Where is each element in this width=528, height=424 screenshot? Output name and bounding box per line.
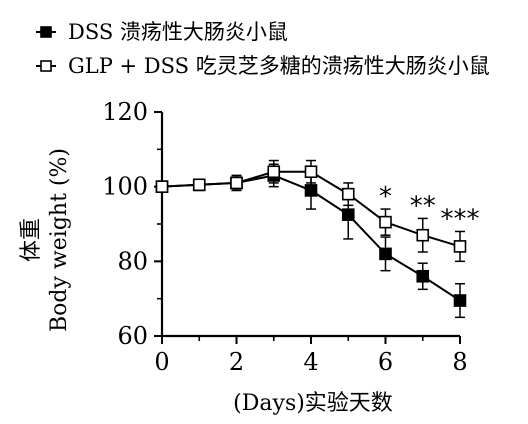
series-layer bbox=[155, 159, 467, 319]
y-tick-label: 80 bbox=[117, 247, 148, 275]
y-tick-label: 60 bbox=[117, 322, 148, 350]
data-point bbox=[453, 240, 467, 253]
significance-label: * bbox=[379, 182, 392, 212]
data-point bbox=[304, 165, 318, 179]
legend: DSS 溃疡性大肠炎小鼠 GLP + DSS 吃灵芝多糖的溃疡性大肠炎小鼠 bbox=[36, 20, 490, 78]
data-point bbox=[453, 294, 467, 307]
legend-label-0: DSS 溃疡性大肠炎小鼠 bbox=[68, 20, 288, 44]
legend-label-1: GLP + DSS 吃灵芝多糖的溃疡性大肠炎小鼠 bbox=[68, 54, 490, 78]
x-tick-label: 2 bbox=[229, 348, 244, 376]
data-point bbox=[304, 184, 318, 197]
data-point bbox=[379, 215, 392, 229]
axes: 60 80 100 120 0 2 4 6 8 (Days)实验天数 体重 Body weight (… bbox=[19, 98, 468, 416]
significance-label: *** bbox=[441, 204, 480, 234]
data-point bbox=[379, 247, 392, 261]
data-point bbox=[267, 165, 281, 179]
y-axis-title-en: Body weight (%) bbox=[47, 148, 72, 332]
data-point bbox=[155, 180, 169, 193]
series-1 bbox=[155, 159, 467, 263]
x-axis-title: (Days)实验天数 bbox=[233, 391, 393, 416]
data-point bbox=[230, 176, 243, 190]
legend-marker-0 bbox=[40, 26, 52, 38]
x-tick-label: 8 bbox=[452, 348, 467, 376]
y-axis-title-cn: 体重 bbox=[19, 218, 44, 262]
x-tick-label: 6 bbox=[378, 348, 393, 376]
data-point bbox=[192, 178, 206, 192]
significance-label: ** bbox=[410, 191, 436, 221]
legend-marker-1 bbox=[40, 60, 52, 72]
data-point bbox=[341, 208, 355, 221]
x-tick-label: 4 bbox=[303, 348, 318, 376]
x-tick-label: 0 bbox=[154, 348, 169, 376]
y-tick-label: 100 bbox=[102, 173, 148, 201]
y-tick-label: 120 bbox=[102, 98, 148, 126]
data-point bbox=[341, 187, 355, 201]
annotation-layer: * ** *** bbox=[379, 182, 480, 234]
data-point bbox=[416, 228, 430, 242]
data-point bbox=[416, 269, 430, 283]
